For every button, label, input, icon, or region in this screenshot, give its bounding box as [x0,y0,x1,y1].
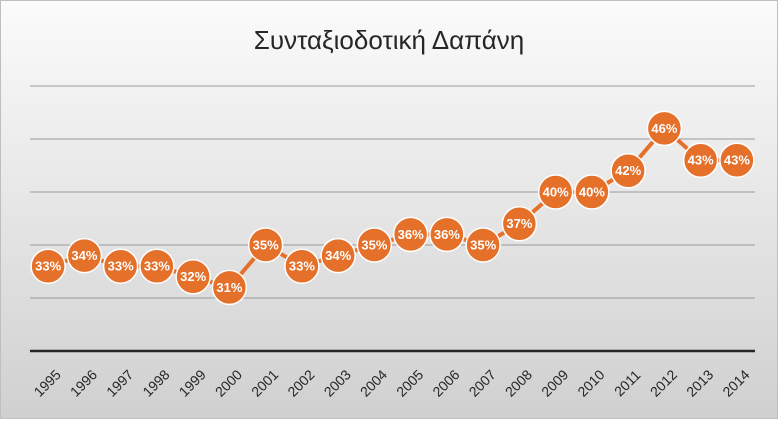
data-point [646,110,683,147]
data-label: 35% [361,237,387,252]
data-label: 32% [180,269,206,284]
data-label: 43% [724,153,750,168]
data-label: 42% [615,163,641,178]
data-label: 46% [651,121,677,136]
data-label: 43% [688,153,714,168]
data-point [429,216,465,253]
data-label: 35% [253,237,279,252]
data-point [247,227,284,263]
data-label: 37% [506,216,532,231]
data-label: 40% [543,184,569,199]
data-label: 33% [108,259,134,274]
data-label: 33% [289,259,315,274]
data-label: 34% [71,248,97,263]
data-point [211,269,248,306]
data-point [465,227,501,263]
data-point [320,237,356,274]
data-label: 36% [398,227,424,242]
data-point [284,248,320,284]
data-point [102,248,139,284]
data-point [30,248,66,284]
data-label: 35% [470,237,496,252]
data-point [66,237,103,274]
chart-title: Συνταξιοδοτική Δαπάνη [254,25,524,55]
data-label: 34% [325,248,351,263]
data-label: 36% [434,227,460,242]
data-point [139,248,175,284]
data-point [501,206,538,242]
data-label: 31% [216,280,242,295]
data-point [356,227,393,263]
data-point [719,142,755,178]
data-point [682,142,719,178]
data-point [574,174,610,210]
data-label: 33% [144,259,170,274]
data-point [175,259,211,295]
data-point [610,153,646,189]
data-label: 40% [579,184,605,199]
data-point [392,216,429,253]
data-point [537,174,574,210]
data-label: 33% [35,259,61,274]
